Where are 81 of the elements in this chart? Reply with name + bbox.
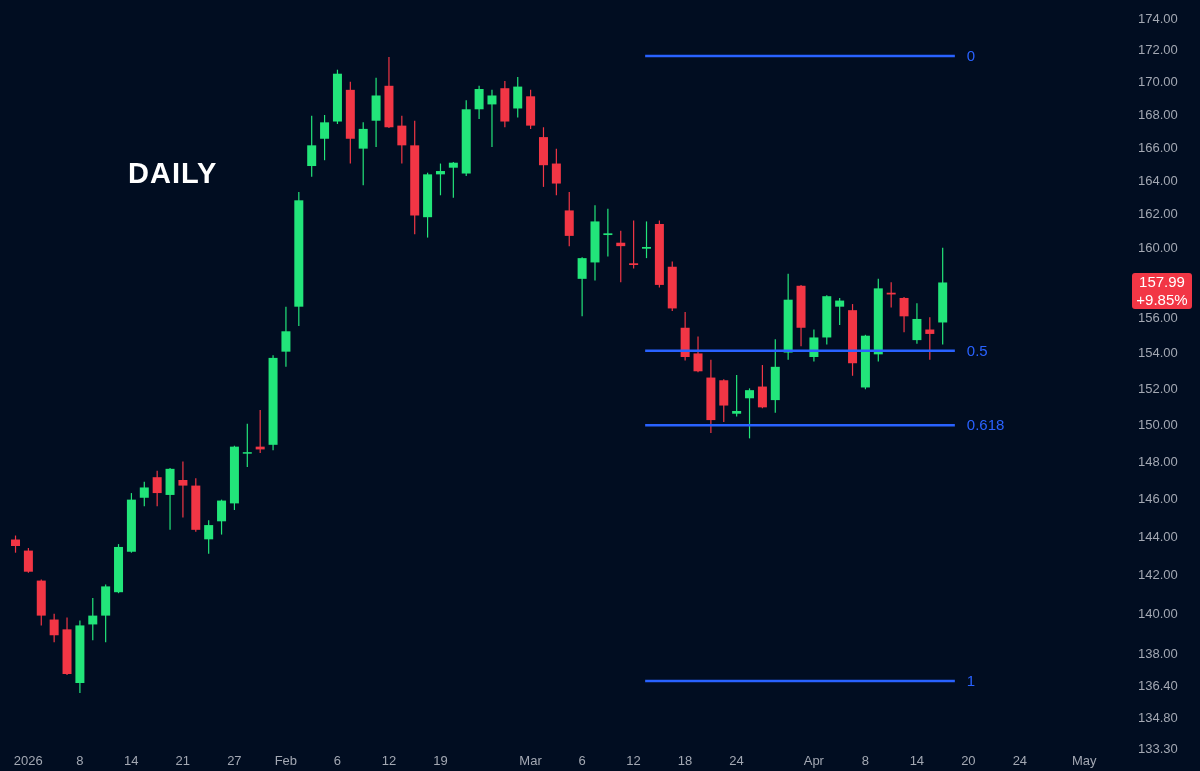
candlestick xyxy=(732,374,742,418)
x-tick-label: 6 xyxy=(578,753,586,769)
candlestick xyxy=(899,296,909,333)
candlestick xyxy=(487,89,497,148)
candlestick xyxy=(307,115,317,178)
candlestick xyxy=(139,481,149,507)
y-tick-label: 140.00 xyxy=(1138,606,1178,622)
candlestick xyxy=(912,302,922,345)
candlestick xyxy=(435,162,445,196)
candlestick xyxy=(603,208,613,258)
candlestick xyxy=(281,306,291,368)
y-tick-label: 162.00 xyxy=(1138,206,1178,222)
annotation: 0.5 xyxy=(966,341,988,360)
x-tick-label: 19 xyxy=(433,753,448,769)
x-tick-label: 12 xyxy=(381,753,397,769)
y-tick-label: 138.00 xyxy=(1138,645,1178,661)
candlestick xyxy=(642,220,652,259)
x-tick-label: 12 xyxy=(626,753,641,769)
y-tick-label: 133.30 xyxy=(1138,740,1178,756)
y-tick-label: 152.00 xyxy=(1138,380,1178,396)
x-tick-label: Feb xyxy=(274,753,298,769)
candlestick xyxy=(320,114,330,161)
y-tick-label: 168.00 xyxy=(1138,106,1178,122)
candlestick xyxy=(152,470,162,507)
annotation: 0 xyxy=(966,47,976,66)
x-tick-label: May xyxy=(1071,753,1098,769)
y-tick-label: 136.40 xyxy=(1138,677,1178,693)
x-tick-label: 20 xyxy=(961,753,976,769)
candlestick xyxy=(397,115,407,165)
candlestick xyxy=(88,597,98,641)
y-tick-label: 144.00 xyxy=(1138,529,1178,545)
y-tick-label: 170.00 xyxy=(1138,74,1178,90)
y-tick-label: 174.00 xyxy=(1138,10,1178,26)
candlestick xyxy=(358,121,368,186)
candlestick xyxy=(178,460,188,519)
annotation: 1 xyxy=(966,672,976,690)
x-tick-label: 24 xyxy=(1012,753,1028,769)
annotation: 0.618 xyxy=(966,416,1005,435)
x-tick-label: 27 xyxy=(227,753,242,769)
x-tick-label: 14 xyxy=(909,753,925,769)
candlestick xyxy=(809,328,819,363)
candlestick xyxy=(448,161,458,199)
y-tick-label: 146.00 xyxy=(1138,491,1178,507)
text: 157.99 xyxy=(1132,273,1192,292)
candlestick xyxy=(551,148,561,196)
candlestick xyxy=(693,335,703,373)
x-tick-label: 14 xyxy=(124,753,139,769)
candlestick xyxy=(835,297,845,326)
candlestick xyxy=(217,499,227,536)
candlestick xyxy=(49,613,59,643)
x-tick-label: 8 xyxy=(76,753,84,769)
candlestick xyxy=(745,387,755,439)
text: DAILY xyxy=(128,157,218,190)
x-tick-label: Mar xyxy=(519,753,543,769)
candlestick xyxy=(474,85,484,120)
y-tick-label: 172.00 xyxy=(1138,42,1178,58)
y-tick-label: 160.00 xyxy=(1138,240,1178,256)
x-tick-label: 24 xyxy=(729,753,744,769)
y-tick-label: 134.80 xyxy=(1138,709,1178,725)
x-tick-label: Apr xyxy=(803,753,825,769)
y-tick-label: 164.00 xyxy=(1138,172,1178,188)
y-tick-label: 148.00 xyxy=(1138,454,1178,470)
y-tick-label: 154.00 xyxy=(1138,345,1178,361)
y-tick-label: 142.00 xyxy=(1138,567,1178,583)
candlestick xyxy=(629,219,639,270)
text: +9.85% xyxy=(1132,291,1192,310)
candlestick xyxy=(204,519,214,555)
x-tick-label: 6 xyxy=(333,753,341,769)
candlestick xyxy=(757,364,767,409)
candlestick xyxy=(23,547,33,574)
x-tick-label: 8 xyxy=(861,753,869,769)
candlestick xyxy=(577,256,587,317)
candlestick xyxy=(242,423,252,468)
candlestick xyxy=(925,316,935,361)
x-tick-label: 18 xyxy=(677,753,693,769)
y-tick-label: 150.00 xyxy=(1138,417,1178,433)
x-tick-label: 2026 xyxy=(13,753,43,769)
candlestick xyxy=(513,76,523,119)
y-tick-label: 166.00 xyxy=(1138,139,1178,155)
x-tick-label: 21 xyxy=(175,753,191,769)
y-tick-label: 156.00 xyxy=(1138,309,1178,325)
